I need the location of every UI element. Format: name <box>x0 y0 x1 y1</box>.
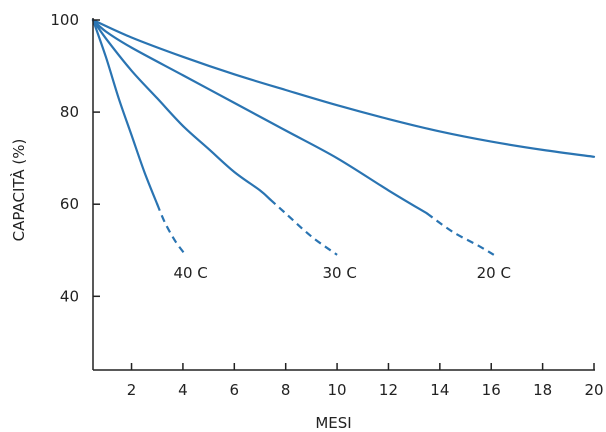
series-2 <box>91 18 338 256</box>
series-3 <box>91 18 495 256</box>
x-tick-label: 18 <box>533 381 552 399</box>
series-1 <box>91 18 187 256</box>
series-labels: 40 C 30 C 20 C <box>173 264 511 282</box>
series-label: 20 C <box>477 264 511 282</box>
x-tick-label: 14 <box>430 381 449 399</box>
x-tick-label: 2 <box>127 381 137 399</box>
series-label: 40 C <box>173 264 207 282</box>
y-axis-title: CAPACITÀ (%) <box>9 139 28 242</box>
series-3-line <box>91 18 429 215</box>
series-2-dashed-extrapolation <box>269 198 338 256</box>
y-tick-label: 40 <box>60 287 79 305</box>
x-tick-label: 16 <box>482 381 501 399</box>
series-4 <box>91 18 596 158</box>
series-1-line <box>91 18 159 206</box>
x-tick-label: 12 <box>379 381 398 399</box>
x-tick-label: 8 <box>281 381 291 399</box>
x-tick-label: 6 <box>230 381 240 399</box>
axes <box>92 18 595 371</box>
x-axis-title: MESI <box>315 414 351 432</box>
x-tick-label: 10 <box>328 381 347 399</box>
x-axis-ticks: 2 4 6 8 10 12 14 16 18 20 <box>127 363 604 399</box>
x-tick-label: 4 <box>178 381 188 399</box>
y-axis-ticks: 40 60 80 100 <box>50 11 100 305</box>
series-label: 30 C <box>322 264 356 282</box>
series-4-line <box>91 18 596 158</box>
y-tick-label: 80 <box>60 103 79 121</box>
y-tick-label: 100 <box>50 11 79 29</box>
plot-area <box>91 18 596 256</box>
series-2-line <box>91 18 272 201</box>
series-3-dashed-extrapolation <box>426 212 495 256</box>
series-1-dashed-extrapolation <box>156 203 187 256</box>
y-tick-label: 60 <box>60 195 79 213</box>
x-tick-label: 20 <box>584 381 603 399</box>
